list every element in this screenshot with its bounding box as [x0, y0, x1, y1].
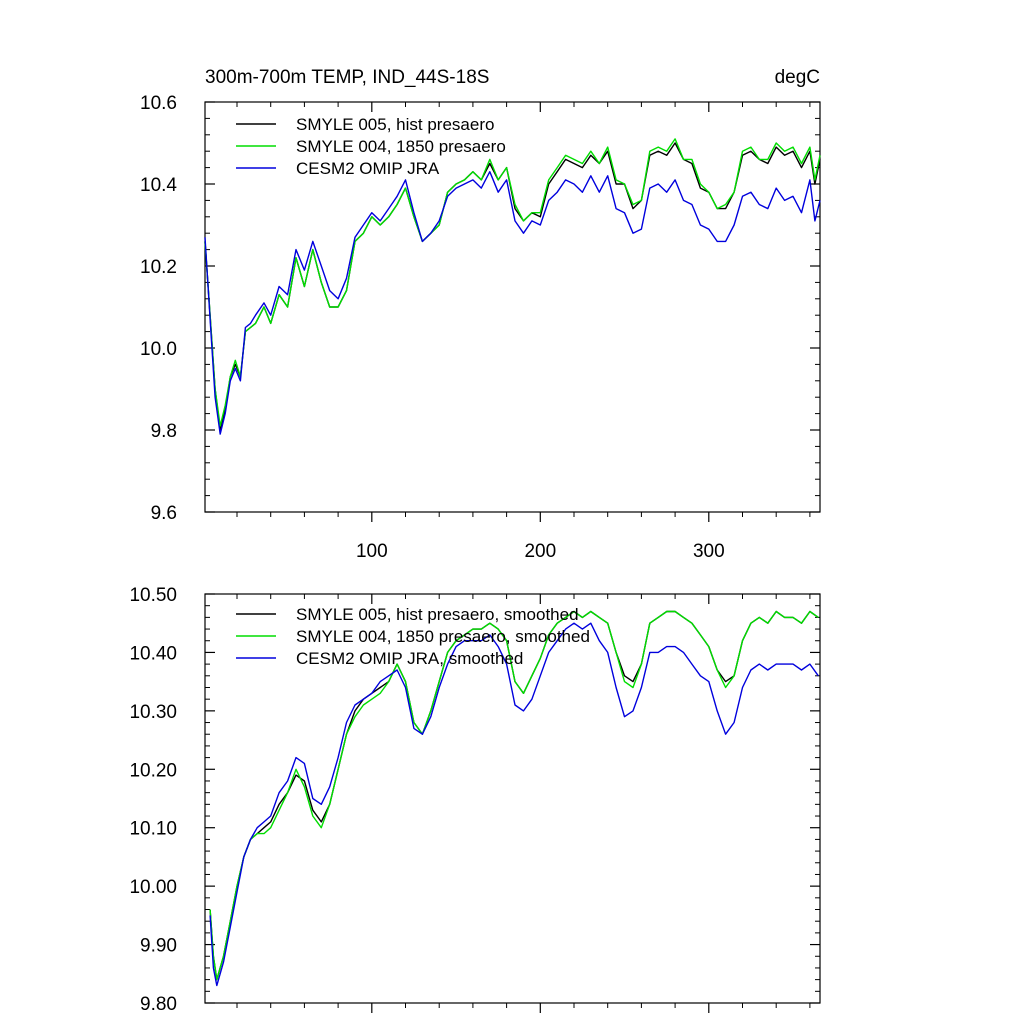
- y-tick-label: 10.2: [140, 257, 177, 278]
- y-tick-label: 10.50: [129, 585, 177, 606]
- chart-units: degC: [775, 67, 820, 88]
- y-tick-label: 10.4: [140, 175, 177, 196]
- series-line-2: [204, 170, 821, 435]
- y-tick-label: 10.40: [129, 643, 177, 664]
- y-tick-label: 10.00: [129, 877, 177, 898]
- y-tick-label: 10.6: [140, 93, 177, 114]
- y-tick-label: 10.0: [140, 339, 177, 360]
- legend-label: SMYLE 004, 1850 presaero: [296, 137, 506, 156]
- x-tick-label: 100: [356, 541, 388, 562]
- legend-label: CESM2 OMIP JRA: [296, 159, 440, 178]
- y-tick-label: 9.90: [140, 936, 177, 957]
- plot-frame: [204, 101, 821, 513]
- plot-frame: [204, 593, 821, 1004]
- y-tick-label: 9.6: [151, 503, 177, 524]
- legend-label: CESM2 OMIP JRA, smoothed: [296, 649, 523, 668]
- bottom-panel: 9.80 9.90 10.00 10.10 10.20 10.30 10.40 10.50 SM…: [129, 585, 821, 1015]
- y-tick-label: 10.10: [129, 819, 177, 840]
- top-panel: 9.6 9.8 10.0 10.2 10.4 10.6 100 200 300 300m-700m…: [140, 67, 821, 562]
- series-line-1: [204, 138, 821, 427]
- series-line-1: [209, 610, 819, 981]
- chart-title: 300m-700m TEMP, IND_44S-18S: [205, 67, 489, 88]
- legend-label: SMYLE 005, hist presaero: [296, 115, 494, 134]
- y-tick-label: 10.30: [129, 702, 177, 723]
- legend-label: SMYLE 004, 1850 presaero, smoothed: [296, 627, 590, 646]
- legend-label: SMYLE 005, hist presaero, smoothed: [296, 605, 579, 624]
- x-tick-label: 300: [693, 541, 725, 562]
- x-tick-label: 200: [524, 541, 556, 562]
- y-tick-label: 9.8: [151, 421, 177, 442]
- series-line-2: [209, 622, 819, 987]
- series-line-0: [204, 142, 821, 431]
- y-tick-label: 10.20: [129, 760, 177, 781]
- y-tick-label: 9.80: [140, 994, 177, 1015]
